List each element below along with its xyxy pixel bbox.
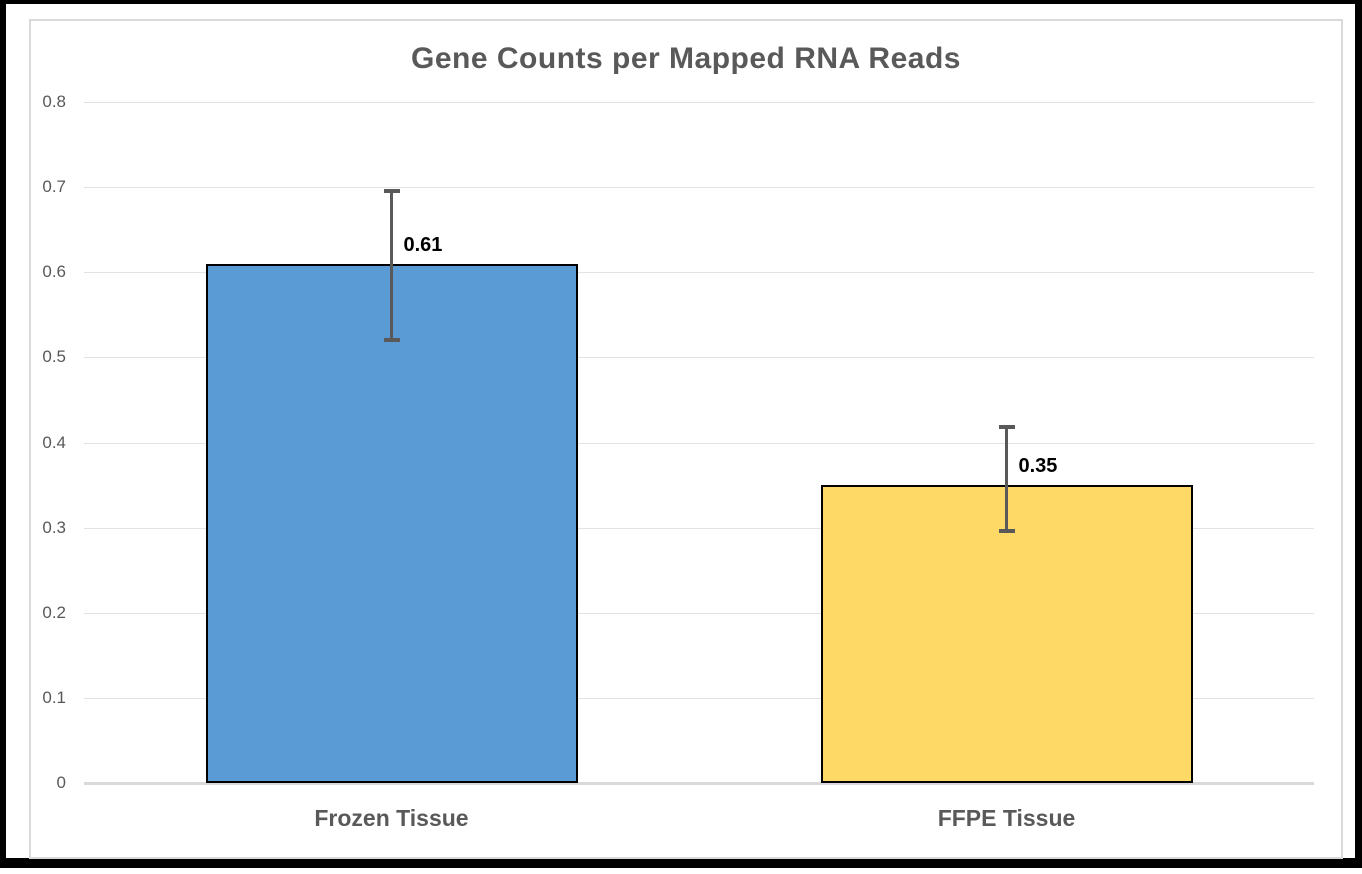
chart-area-frame: Gene Counts per Mapped RNA Reads bbox=[29, 19, 1343, 859]
chart-title: Gene Counts per Mapped RNA Reads bbox=[411, 42, 961, 75]
